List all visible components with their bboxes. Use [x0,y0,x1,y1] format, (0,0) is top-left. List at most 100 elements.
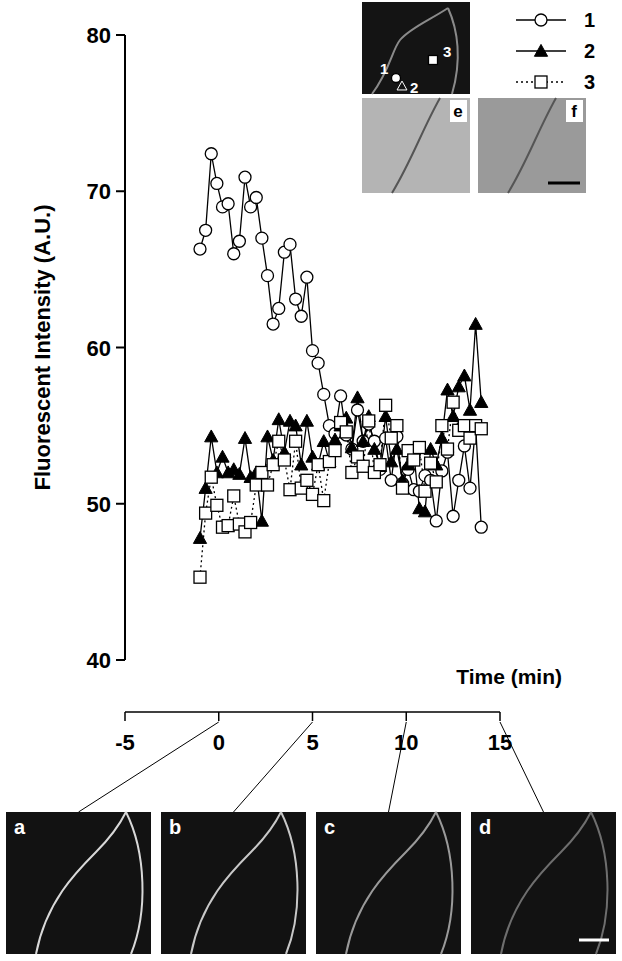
data-point [452,380,465,392]
y-tick [116,659,125,661]
brightfield-image [478,98,586,193]
data-point [307,345,319,357]
x-tick [406,712,408,721]
data-point [245,517,257,529]
legend-label: 3 [584,71,595,93]
y-tick [116,190,125,192]
data-point [194,243,206,255]
data-point [329,445,341,457]
y-tick-label: 50 [87,492,111,517]
data-point [307,488,319,500]
data-point [464,482,476,494]
data-point [447,396,459,408]
x-axis-title: Time (min) [456,665,562,688]
y-tick [116,503,125,505]
data-point [205,471,217,483]
data-point [463,403,476,415]
x-tick-label: 0 [213,730,225,755]
data-point [413,442,425,454]
data-point [216,450,229,462]
x-tick-label: 10 [394,730,418,755]
data-point [262,270,274,282]
data-point [458,369,471,381]
data-point [272,413,285,425]
panel-letter: c [324,816,335,838]
data-point [357,435,370,447]
data-point [239,171,251,183]
data-point [408,454,420,466]
data-point [441,383,454,395]
data-point [335,390,347,402]
data-point [430,476,442,488]
data-point [318,495,330,507]
data-point [464,432,476,444]
data-point [340,426,352,438]
data-point [419,485,431,497]
series-line [200,324,481,538]
data-point [458,420,470,432]
scale-bar [579,939,609,942]
data-point [222,520,234,532]
x-tick-label: 15 [488,730,512,755]
y-tick-label: 60 [87,336,111,361]
data-point [233,235,245,247]
panel-letter-bg [450,100,467,122]
data-point [374,459,386,471]
legend-label: 2 [584,40,595,62]
data-point [256,232,268,244]
data-point [435,432,448,444]
panel-letter: e [453,102,462,121]
legend-label: 1 [584,9,595,31]
data-point [284,238,296,250]
data-point [385,474,397,486]
series-line [200,154,481,527]
data-point [312,459,324,471]
inset-region-label: 3 [443,43,451,60]
data-point [267,459,279,471]
inset-region-marker [429,56,438,65]
data-point [284,484,296,496]
panel-letter: b [169,816,181,838]
data-point [295,310,307,322]
brightfield-image [362,98,470,193]
timelapse-image [6,812,151,954]
data-point [363,415,375,427]
data-point [418,505,431,517]
data-point [351,391,364,403]
timelapse-image [161,812,306,954]
data-point [368,442,381,454]
timelapse-cell [346,812,452,954]
data-point [442,443,454,455]
connector [79,722,219,812]
data-point [301,271,313,283]
timelapse-image [471,812,616,954]
panel-letter: f [571,102,577,121]
legend-marker [534,44,547,56]
y-tick-label: 40 [87,648,111,673]
data-point [397,482,409,494]
data-point [205,430,218,442]
data-point [256,467,268,479]
timelapse-cell [36,812,142,954]
data-point [228,490,240,502]
data-point [290,293,302,305]
x-tick [124,712,126,721]
data-point [300,414,313,426]
data-point [475,396,488,408]
data-point [193,532,206,544]
figure: 4050607080Fluorescent Intensity (A.U.)-5… [0,0,622,961]
data-point [436,420,448,432]
data-point [238,432,251,444]
data-point [346,467,358,479]
data-point [357,435,369,447]
connector [234,722,313,812]
data-point [425,457,437,469]
data-point [250,479,262,491]
data-point [323,456,335,468]
data-point [469,317,482,329]
y-tick-label: 80 [87,23,111,48]
data-point [352,404,364,416]
data-point [373,460,386,472]
inset-region-label: 2 [410,79,418,96]
data-point [278,454,290,466]
